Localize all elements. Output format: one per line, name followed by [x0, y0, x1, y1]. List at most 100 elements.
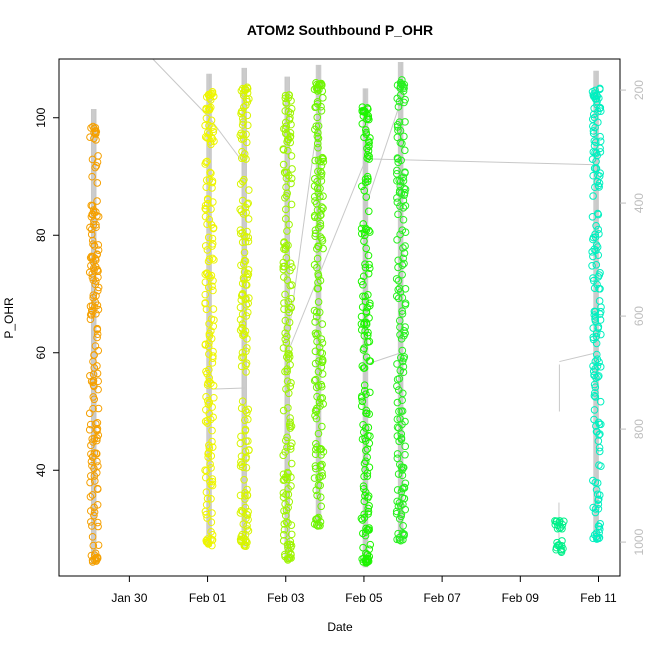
data-point — [395, 187, 404, 195]
y-tick-label: 40 — [34, 463, 48, 477]
data-point — [208, 443, 217, 451]
data-point — [401, 479, 410, 488]
data-point — [596, 137, 605, 146]
data-point — [396, 288, 405, 296]
data-point — [91, 127, 100, 135]
data-point — [208, 177, 217, 185]
data-point — [311, 375, 320, 384]
data-point — [357, 224, 366, 233]
data-point — [207, 205, 215, 213]
data-point — [396, 366, 405, 375]
data-point — [394, 210, 402, 219]
data-point — [208, 536, 217, 544]
data-point — [361, 531, 370, 540]
data-point — [203, 416, 212, 425]
data-point — [237, 404, 246, 412]
data-point — [87, 230, 96, 239]
data-point — [314, 367, 323, 376]
y-tick-label: 100 — [34, 107, 48, 127]
data-point — [318, 339, 327, 347]
data-point — [283, 468, 292, 477]
data-point — [286, 259, 295, 268]
data-point — [393, 432, 402, 440]
data-point — [90, 382, 98, 391]
data-point — [310, 261, 319, 269]
data-point — [590, 307, 599, 316]
data-point — [208, 403, 216, 411]
data-point — [205, 339, 213, 347]
data-point — [398, 309, 407, 318]
data-point — [588, 261, 596, 270]
data-point — [318, 422, 326, 431]
data-point — [284, 485, 292, 493]
data-point — [94, 152, 102, 160]
data-point — [365, 463, 374, 472]
data-point — [357, 312, 366, 321]
data-point — [595, 284, 603, 293]
data-point — [241, 447, 250, 456]
data-point — [237, 452, 246, 461]
data-point — [590, 311, 599, 319]
data-point — [242, 361, 250, 369]
data-point — [401, 242, 409, 250]
data-point — [93, 362, 101, 370]
data-point — [362, 244, 370, 253]
data-point — [282, 98, 291, 107]
data-point — [393, 486, 402, 494]
data-point — [314, 122, 323, 130]
data-point — [243, 408, 251, 417]
data-point — [201, 270, 210, 278]
data-point — [401, 323, 409, 331]
data-point — [361, 466, 369, 474]
data-point — [310, 474, 319, 482]
data-point — [209, 276, 217, 285]
data-point — [241, 489, 249, 497]
data-point — [590, 92, 598, 101]
data-point — [395, 536, 404, 544]
data-point — [364, 269, 373, 278]
data-point — [594, 251, 603, 259]
data-point — [279, 489, 288, 497]
data-point — [208, 242, 216, 250]
data-point — [596, 107, 605, 116]
x-tick-label: Jan 30 — [111, 591, 147, 605]
data-point — [360, 510, 368, 519]
data-point — [280, 520, 289, 528]
data-point — [316, 192, 324, 201]
data-point — [361, 457, 370, 466]
data-point — [283, 433, 291, 442]
data-point — [237, 207, 246, 215]
data-point — [319, 94, 327, 102]
data-point — [596, 269, 604, 277]
x-tick-label: Feb 01 — [189, 591, 227, 605]
data-point — [397, 501, 405, 510]
data-point — [313, 139, 322, 148]
data-point — [242, 301, 251, 309]
data-point — [89, 206, 98, 214]
data-point — [593, 92, 602, 100]
data-point — [90, 503, 98, 512]
data-point — [87, 441, 95, 450]
data-point — [552, 543, 561, 552]
data-point — [589, 503, 597, 512]
data-point — [312, 521, 321, 529]
data-point — [287, 174, 296, 183]
data-point — [207, 116, 216, 125]
data-point — [392, 509, 401, 518]
data-point — [365, 152, 373, 161]
data-point — [93, 436, 101, 445]
data-point — [201, 204, 209, 213]
plot-frame — [58, 58, 621, 577]
track-connector — [287, 111, 320, 342]
data-point — [86, 133, 94, 141]
data-point — [362, 406, 371, 415]
data-point — [202, 510, 211, 519]
data-point — [243, 521, 251, 530]
data-point — [319, 157, 328, 166]
data-point — [594, 373, 602, 381]
data-point — [399, 244, 407, 252]
data-point — [244, 437, 252, 445]
data-point — [314, 134, 323, 143]
data-point — [589, 110, 598, 119]
data-point — [593, 243, 602, 251]
